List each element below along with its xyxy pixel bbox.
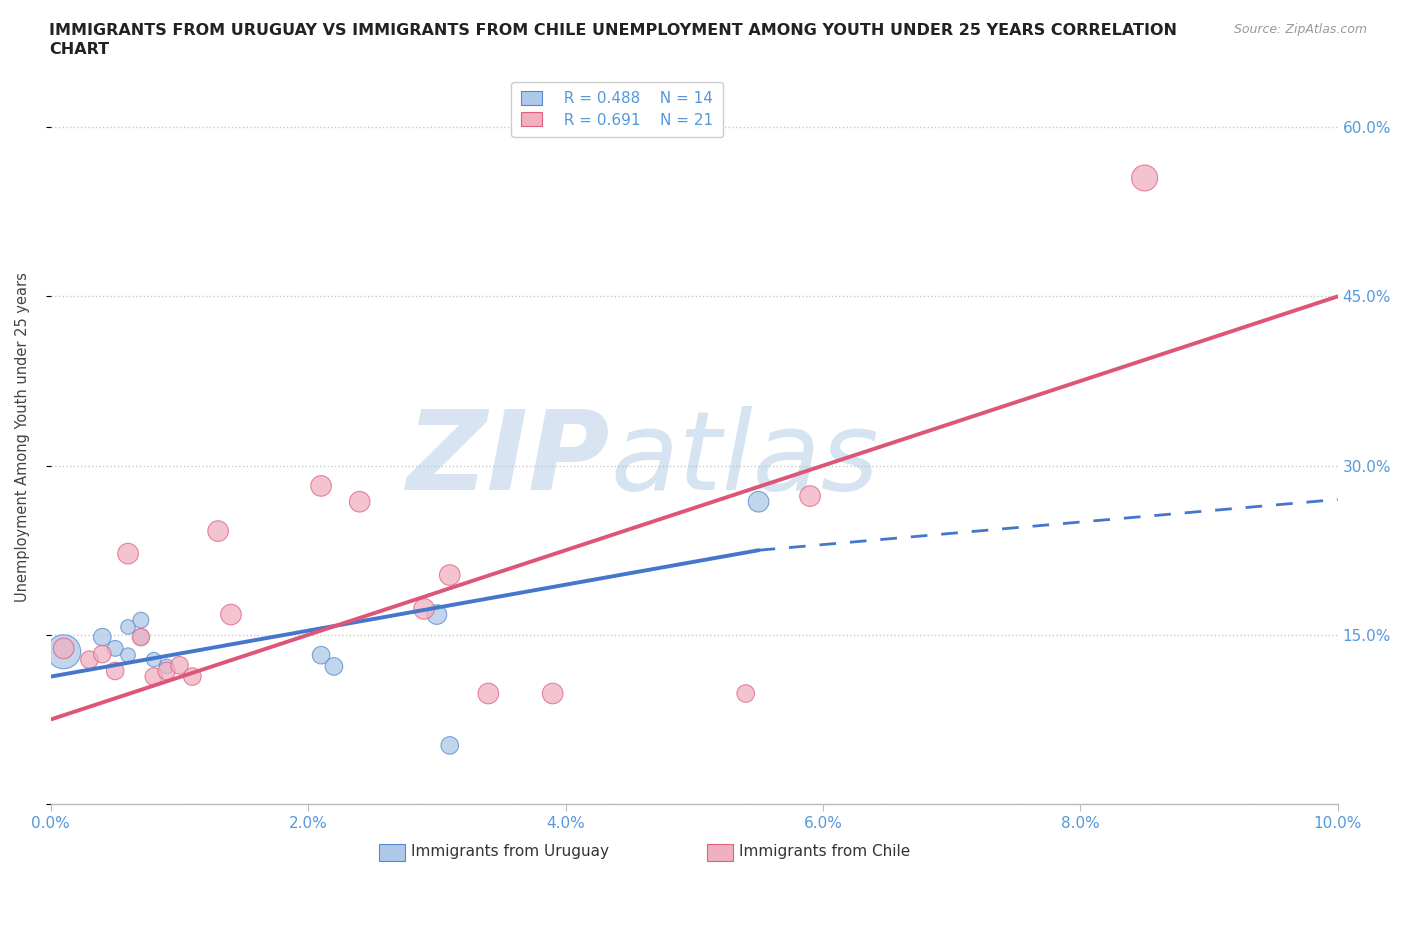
Point — [129, 630, 152, 644]
Point — [156, 659, 179, 674]
Point — [52, 644, 75, 659]
Point — [52, 641, 75, 656]
Point — [349, 494, 371, 509]
Text: Source: ZipAtlas.com: Source: ZipAtlas.com — [1233, 23, 1367, 36]
Point — [91, 630, 114, 644]
Point — [117, 619, 139, 634]
Point — [477, 686, 499, 701]
Point — [91, 646, 114, 661]
Point — [541, 686, 564, 701]
Point — [413, 602, 436, 617]
Text: CHART: CHART — [49, 42, 110, 57]
Point — [207, 524, 229, 538]
Point — [117, 546, 139, 561]
Point — [104, 663, 127, 678]
Point — [219, 607, 242, 622]
Point — [181, 670, 204, 684]
Y-axis label: Unemployment Among Youth under 25 years: Unemployment Among Youth under 25 years — [15, 272, 30, 603]
Point — [799, 488, 821, 503]
Point — [156, 663, 179, 678]
Point — [426, 607, 449, 622]
Point — [309, 647, 332, 662]
Text: ZIP: ZIP — [408, 405, 610, 513]
Point — [129, 630, 152, 644]
Text: IMMIGRANTS FROM URUGUAY VS IMMIGRANTS FROM CHILE UNEMPLOYMENT AMONG YOUTH UNDER : IMMIGRANTS FROM URUGUAY VS IMMIGRANTS FR… — [49, 23, 1177, 38]
Point — [79, 652, 101, 667]
Point — [129, 613, 152, 628]
Point — [117, 647, 139, 662]
Legend:   R = 0.488    N = 14,   R = 0.691    N = 21: R = 0.488 N = 14, R = 0.691 N = 21 — [512, 82, 723, 137]
Point — [323, 659, 346, 674]
FancyBboxPatch shape — [707, 844, 733, 860]
Point — [104, 641, 127, 656]
Point — [439, 567, 461, 582]
Point — [734, 686, 756, 701]
Text: atlas: atlas — [610, 405, 879, 513]
Point — [748, 494, 770, 509]
Point — [142, 670, 165, 684]
Point — [169, 658, 191, 672]
Point — [309, 479, 332, 494]
Text: Immigrants from Uruguay: Immigrants from Uruguay — [411, 844, 609, 859]
Point — [142, 652, 165, 667]
Point — [1133, 170, 1156, 185]
Text: Immigrants from Chile: Immigrants from Chile — [740, 844, 911, 859]
Point — [439, 738, 461, 753]
FancyBboxPatch shape — [380, 844, 405, 860]
